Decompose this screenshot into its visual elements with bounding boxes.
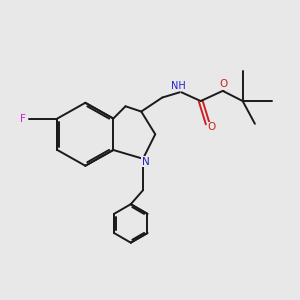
Text: NH: NH bbox=[171, 81, 185, 91]
Text: N: N bbox=[142, 157, 150, 166]
Text: O: O bbox=[219, 79, 228, 89]
Text: F: F bbox=[20, 113, 26, 124]
Text: O: O bbox=[207, 122, 215, 132]
